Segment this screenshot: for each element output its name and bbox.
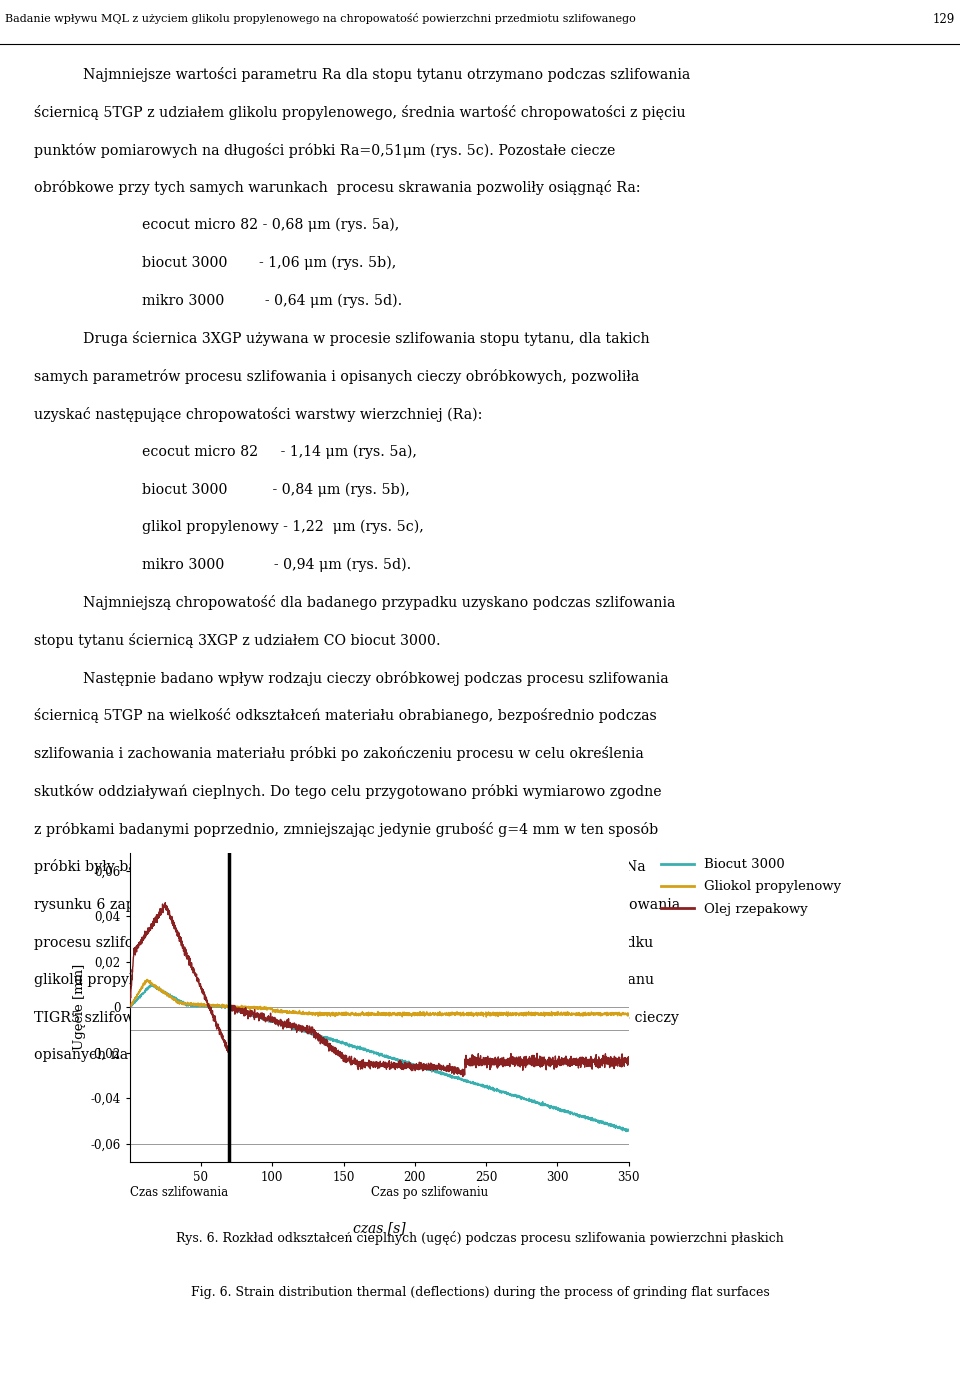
Text: Badanie wpływu MQL z użyciem glikolu propylenowego na chropowatość powierzchni p: Badanie wpływu MQL z użyciem glikolu pro…: [5, 14, 636, 25]
Legend: Biocut 3000, Gliokol propylenowy, Olej rzepakowy: Biocut 3000, Gliokol propylenowy, Olej r…: [656, 852, 847, 921]
Text: Najmniejszą chropowatość dla badanego przypadku uzyskano podczas szlifowania: Najmniejszą chropowatość dla badanego pr…: [84, 595, 676, 610]
Text: uzyskać następujące chropowatości warstwy wierzchniej (Ra):: uzyskać następujące chropowatości warstw…: [34, 407, 482, 422]
Text: opisanych na rys. 6.: opisanych na rys. 6.: [34, 1048, 177, 1062]
Text: Fig. 6. Strain distribution thermal (deflections) during the process of grinding: Fig. 6. Strain distribution thermal (def…: [191, 1286, 769, 1298]
Text: próbki były bardziej podatne na wpływy ciepła które generuje proces szlifowania.: próbki były bardziej podatne na wpływy c…: [34, 859, 645, 874]
Text: Czas szlifowania: Czas szlifowania: [131, 1187, 228, 1199]
Text: Najmniejsze wartości parametru Ra dla stopu tytanu otrzymano podczas szlifowania: Najmniejsze wartości parametru Ra dla st…: [84, 67, 690, 82]
Text: czas [s]: czas [s]: [353, 1221, 405, 1235]
Text: 129: 129: [933, 14, 955, 26]
Text: ecocut micro 82 - 0,68 μm (rys. 5a),: ecocut micro 82 - 0,68 μm (rys. 5a),: [142, 219, 399, 232]
Text: ściernicą 5TGP z udziałem glikolu propylenowego, średnia wartość chropowatości z: ściernicą 5TGP z udziałem glikolu propyl…: [34, 104, 685, 120]
Text: procesu szlifowania oraz ostateczną wielkość odkształcenia po procesie. W przypa: procesu szlifowania oraz ostateczną wiel…: [34, 935, 653, 950]
Text: mikro 3000         - 0,64 μm (rys. 5d).: mikro 3000 - 0,64 μm (rys. 5d).: [142, 293, 402, 308]
Text: Druga ściernica 3XGP używana w procesie szlifowania stopu tytanu, dla takich: Druga ściernica 3XGP używana w procesie …: [84, 331, 650, 346]
Text: glikol propylenowy - 1,22  μm (rys. 5c),: glikol propylenowy - 1,22 μm (rys. 5c),: [142, 520, 423, 535]
Text: biocut 3000          - 0,84 μm (rys. 5b),: biocut 3000 - 0,84 μm (rys. 5b),: [142, 483, 410, 496]
Text: Rys. 6. Rozkład odkształceń cieplnych (ugęć) podczas procesu szlifowania powierz: Rys. 6. Rozkład odkształceń cieplnych (u…: [176, 1231, 784, 1244]
Text: punktów pomiarowych na długości próbki Ra=0,51μm (rys. 5c). Pozostałe ciecze: punktów pomiarowych na długości próbki R…: [34, 143, 615, 158]
Text: biocut 3000       - 1,06 μm (rys. 5b),: biocut 3000 - 1,06 μm (rys. 5b),: [142, 256, 396, 270]
Text: mikro 3000           - 0,94 μm (rys. 5d).: mikro 3000 - 0,94 μm (rys. 5d).: [142, 558, 411, 572]
Text: rysunku 6 zaprezentowano przykładowy wykres, który otrzymano podczas monitorowan: rysunku 6 zaprezentowano przykładowy wyk…: [34, 896, 680, 912]
Y-axis label: Ugęcie [mm]: Ugęcie [mm]: [73, 964, 86, 1050]
Text: ściernicą 5TGP na wielkość odkształceń materiału obrabianego, bezpośrednio podcz: ściernicą 5TGP na wielkość odkształceń m…: [34, 708, 657, 723]
Text: Następnie badano wpływ rodzaju cieczy obróbkowej podczas procesu szlifowania: Następnie badano wpływ rodzaju cieczy ob…: [84, 671, 669, 686]
Text: TIGR5 szlifowanego ściernicą 5TGP na poziomie kilku mikronów, w porównaniu do ci: TIGR5 szlifowanego ściernicą 5TGP na poz…: [34, 1011, 679, 1026]
Text: z próbkami badanymi poprzednio, zmniejszając jedynie grubość g=4 mm w ten sposób: z próbkami badanymi poprzednio, zmniejsz…: [34, 822, 658, 836]
Text: glikolu propylenowego, uzyskano najmniejsze odkształcenie końcowe dla stopu tyta: glikolu propylenowego, uzyskano najmniej…: [34, 972, 654, 987]
Text: samych parametrów procesu szlifowania i opisanych cieczy obróbkowych, pozwoliła: samych parametrów procesu szlifowania i …: [34, 368, 638, 384]
Text: ecocut micro 82     - 1,14 μm (rys. 5a),: ecocut micro 82 - 1,14 μm (rys. 5a),: [142, 444, 417, 459]
Text: Czas po szlifowaniu: Czas po szlifowaniu: [371, 1187, 488, 1199]
Text: obróbkowe przy tych samych warunkach  procesu skrawania pozwoliły osiągnąć Ra:: obróbkowe przy tych samych warunkach pro…: [34, 180, 640, 195]
Text: szlifowania i zachowania materiału próbki po zakończeniu procesu w celu określen: szlifowania i zachowania materiału próbk…: [34, 747, 643, 762]
Text: stopu tytanu ściernicą 3XGP z udziałem CO biocut 3000.: stopu tytanu ściernicą 3XGP z udziałem C…: [34, 632, 441, 648]
Text: skutków oddziaływań cieplnych. Do tego celu przygotowano próbki wymiarowo zgodne: skutków oddziaływań cieplnych. Do tego c…: [34, 784, 661, 799]
